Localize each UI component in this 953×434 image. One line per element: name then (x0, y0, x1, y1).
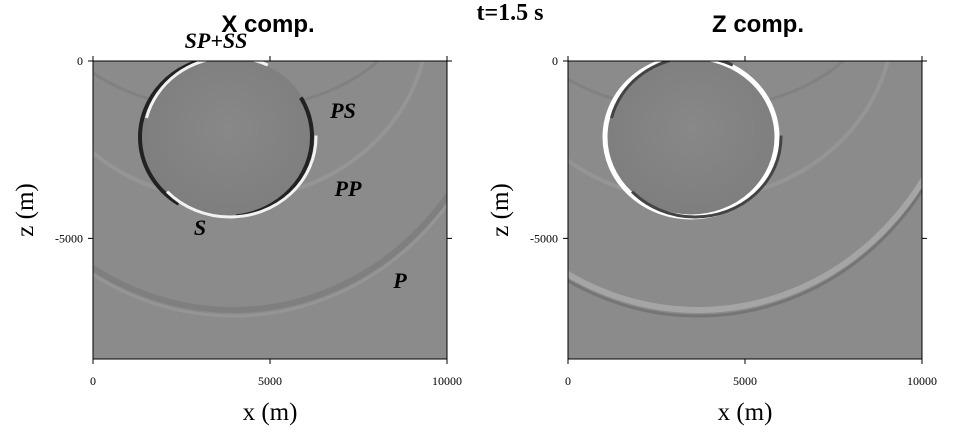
y-tick-label: -5000 (55, 231, 83, 245)
wave-annotation: S (194, 215, 206, 240)
wavefield (93, 61, 447, 359)
y-tick-label: 0 (77, 54, 83, 68)
p-wave-front-2 (93, 202, 447, 318)
y-axis-label: z (m) (487, 183, 514, 236)
x-tick-label: 5000 (733, 374, 757, 388)
s-interior (607, 61, 779, 217)
wave-annotation: PP (334, 176, 362, 201)
y-tick-label: 0 (552, 54, 558, 68)
x-tick-label: 0 (90, 374, 96, 388)
y-axis-label: z (m) (12, 183, 39, 236)
wave-annotation: P (392, 268, 407, 293)
y-tick-label: -5000 (530, 231, 558, 245)
wave-annotation: PS (329, 98, 356, 123)
panel-title: X comp. (221, 11, 314, 38)
x-axis-label: x (m) (718, 399, 773, 426)
wavefield (568, 61, 922, 359)
x-tick-label: 0 (565, 374, 571, 388)
s-front-dark (138, 61, 314, 219)
x-tick-label: 10000 (432, 374, 462, 388)
x-axis-label: x (m) (243, 399, 298, 426)
wave-annotation: SP+SS (185, 28, 248, 53)
x-tick-label: 10000 (907, 374, 937, 388)
s-front-light (607, 61, 783, 219)
panel-title: Z comp. (712, 11, 804, 38)
s-interior (142, 61, 314, 217)
s-front-light (142, 61, 318, 219)
figure-title: t=1.5 s (476, 0, 543, 26)
p-wave-front (93, 191, 447, 313)
p-wave-front-2 (568, 187, 922, 318)
p-wave-front (568, 176, 922, 313)
x-tick-label: 5000 (258, 374, 282, 388)
